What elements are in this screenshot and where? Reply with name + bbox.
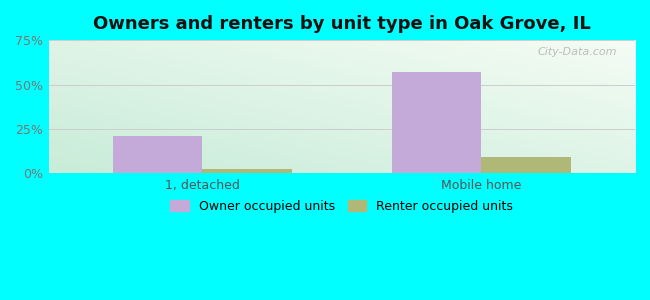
Text: City-Data.com: City-Data.com [538, 47, 617, 57]
Bar [202, 169, 291, 173]
Legend: Owner occupied units, Renter occupied units: Owner occupied units, Renter occupied un… [165, 195, 518, 218]
Bar [482, 158, 571, 173]
Title: Owners and renters by unit type in Oak Grove, IL: Owners and renters by unit type in Oak G… [93, 15, 591, 33]
Bar [392, 72, 482, 173]
Bar [113, 136, 202, 173]
